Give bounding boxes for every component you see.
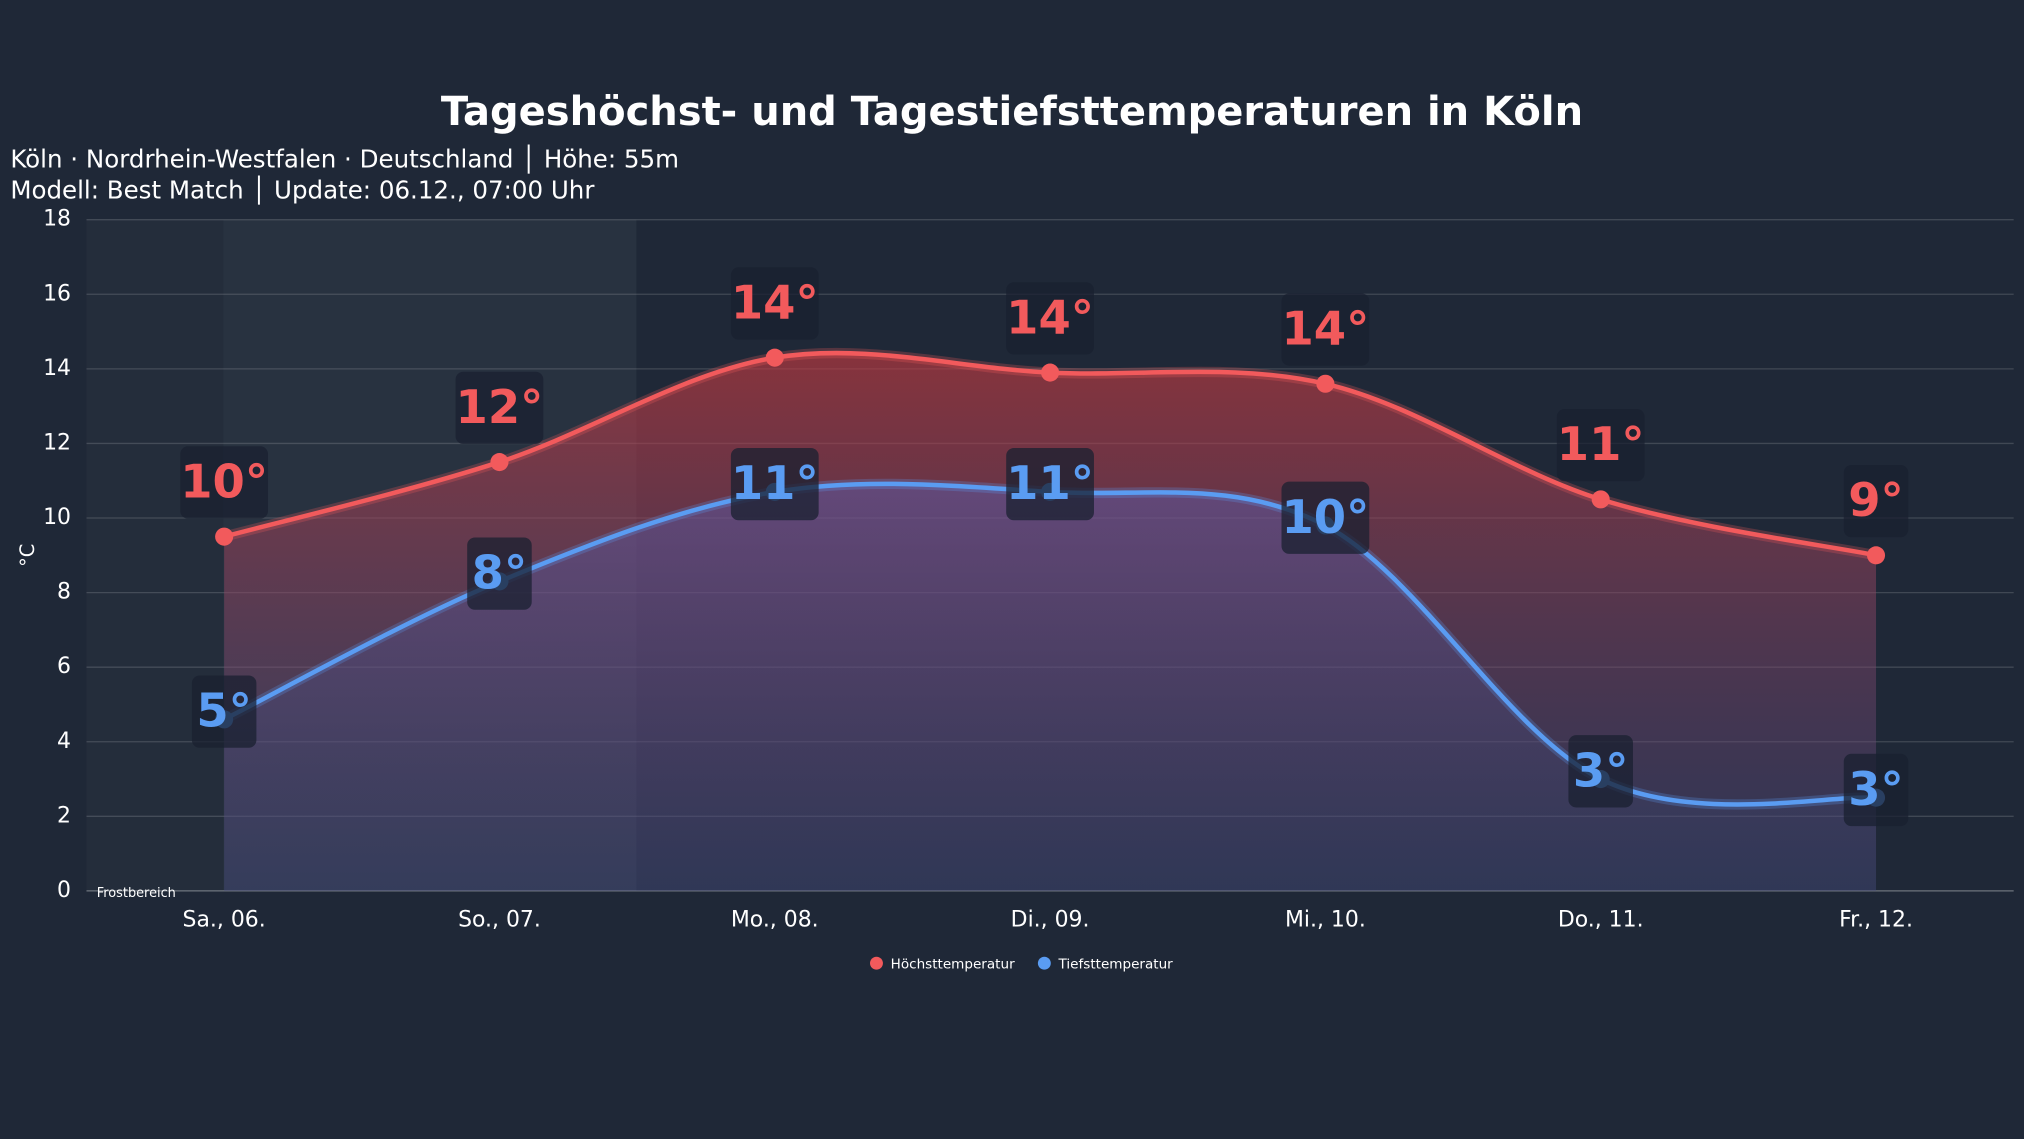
- x-tick-label: Mo., 08.: [731, 908, 819, 933]
- value-label: 11°: [1557, 417, 1645, 471]
- value-label: 14°: [1006, 290, 1094, 344]
- point: [765, 348, 784, 367]
- label-bg: [455, 371, 544, 445]
- x-tick-label: Mi., 10.: [1285, 908, 1366, 933]
- x-tick-label: So., 07.: [458, 908, 541, 933]
- subtitle: Modell: Best Match │ Update: 06.12., 07:…: [10, 175, 595, 205]
- value-label: 14°: [1281, 302, 1369, 356]
- label-bg: [1281, 293, 1370, 366]
- value-label: 3°: [1848, 762, 1904, 816]
- label-bg: [467, 537, 532, 610]
- point: [1591, 490, 1610, 509]
- value-label: 10°: [180, 455, 268, 509]
- y-tick-label: 12: [43, 430, 71, 455]
- value-label-box: 5°: [191, 675, 257, 748]
- point: [1041, 363, 1060, 382]
- label-bg: [191, 675, 257, 748]
- x-tick-label: Fr., 12.: [1839, 908, 1913, 933]
- x-tick-label: Sa., 06.: [183, 908, 266, 933]
- label-bg: [730, 448, 819, 521]
- label-bg: [1843, 753, 1909, 827]
- value-label: 11°: [1006, 456, 1094, 510]
- point: [1316, 374, 1335, 393]
- value-label-box: 10°: [180, 446, 269, 519]
- value-label-box: 8°: [467, 537, 532, 610]
- value-label-box: 14°: [730, 267, 819, 340]
- legend-label: Höchsttemperatur: [891, 956, 1015, 972]
- value-label: 8°: [472, 546, 528, 600]
- value-label-box: 10°: [1281, 481, 1370, 554]
- value-label: 11°: [731, 456, 819, 510]
- value-label-box: 14°: [1281, 293, 1370, 366]
- label-bg: [730, 267, 819, 340]
- y-tick-label: 14: [43, 356, 71, 381]
- value-label: 10°: [1281, 490, 1369, 544]
- label-bg: [180, 446, 269, 519]
- annotation: Frostbereich: [97, 886, 176, 901]
- subtitle: Köln · Nordrhein-Westfalen · Deutschland…: [10, 144, 679, 174]
- value-label-box: 14°: [1006, 282, 1094, 355]
- label-bg: [1568, 735, 1633, 808]
- legend-marker: [1037, 956, 1051, 970]
- y-tick-label: 16: [43, 281, 71, 306]
- value-label-box: 11°: [1556, 409, 1645, 482]
- point: [490, 453, 509, 472]
- value-label-box: 11°: [730, 448, 819, 521]
- value-label: 5°: [196, 684, 252, 738]
- label-bg: [1843, 464, 1909, 538]
- area: [224, 483, 1877, 891]
- value-label: 14°: [731, 276, 819, 330]
- y-tick-label: 6: [57, 654, 71, 679]
- y-tick-label: 4: [57, 729, 71, 754]
- chart-title: Tageshöchst- und Tagestiefsttemperaturen…: [441, 89, 1583, 135]
- label-bg: [1281, 481, 1370, 554]
- legend-label: Tiefsttemperatur: [1058, 956, 1174, 972]
- value-label: 9°: [1848, 473, 1904, 527]
- y-axis-label: °C: [16, 544, 39, 567]
- value-label: 3°: [1573, 743, 1629, 797]
- x-tick-label: Do., 11.: [1558, 908, 1644, 933]
- value-label-box: 3°: [1843, 753, 1909, 827]
- frost-band: [86, 219, 224, 891]
- label-bg: [1556, 409, 1645, 482]
- value-label-box: 3°: [1568, 735, 1633, 808]
- value-label-box: 12°: [455, 371, 544, 445]
- x-tick-label: Di., 09.: [1011, 908, 1090, 933]
- legend-marker: [870, 956, 883, 970]
- value-label-box: 9°: [1843, 464, 1909, 538]
- y-tick-label: 8: [57, 580, 71, 605]
- label-bg: [1006, 448, 1094, 521]
- point: [1866, 546, 1886, 565]
- point: [215, 527, 234, 546]
- y-tick-label: 0: [57, 878, 71, 903]
- y-tick-label: 18: [43, 207, 71, 232]
- y-tick-label: 2: [57, 803, 71, 828]
- label-bg: [1006, 282, 1094, 355]
- value-label-box: 11°: [1006, 448, 1094, 521]
- y-tick-label: 10: [43, 505, 71, 530]
- value-label: 12°: [456, 380, 544, 434]
